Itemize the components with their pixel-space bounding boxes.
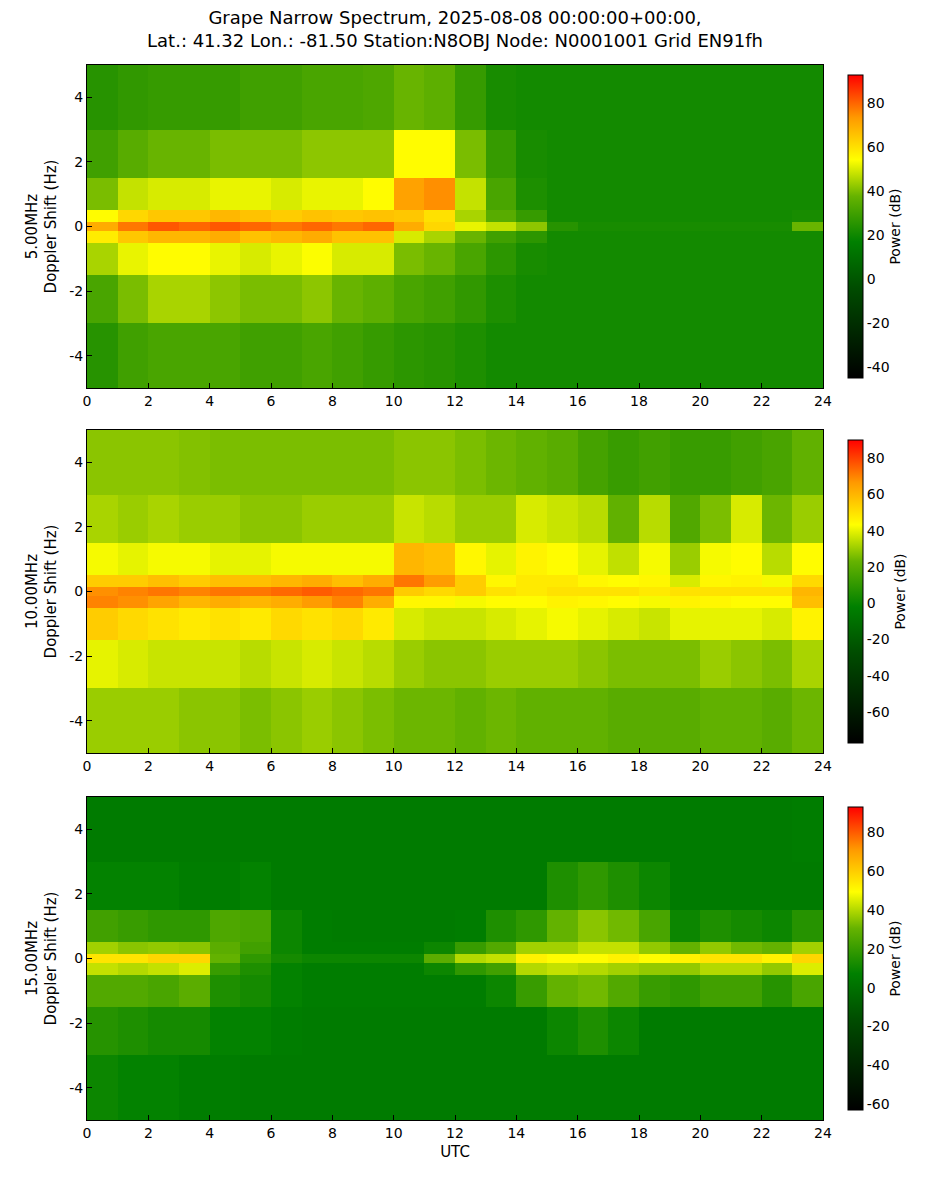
svg-text:-20: -20: [867, 1018, 890, 1034]
svg-text:22: 22: [753, 393, 771, 409]
svg-text:Grape Narrow Spectrum, 2025-08: Grape Narrow Spectrum, 2025-08-08 00:00:…: [147, 7, 763, 51]
svg-text:4: 4: [74, 454, 83, 470]
svg-text:40: 40: [867, 183, 885, 199]
svg-text:20: 20: [691, 393, 709, 409]
svg-text:-60: -60: [867, 704, 890, 720]
svg-text:22: 22: [753, 1125, 771, 1141]
svg-text:40: 40: [867, 902, 885, 918]
svg-text:-60: -60: [867, 1096, 890, 1112]
svg-text:10.00MHzDoppler Shift (Hz): 10.00MHzDoppler Shift (Hz): [23, 525, 61, 659]
svg-text:4: 4: [74, 821, 83, 837]
svg-text:0: 0: [83, 758, 92, 774]
svg-text:12: 12: [446, 758, 464, 774]
svg-text:-4: -4: [69, 1080, 83, 1096]
svg-text:20: 20: [691, 1125, 709, 1141]
svg-text:-20: -20: [867, 315, 890, 331]
svg-text:UTC: UTC: [440, 1143, 470, 1161]
svg-text:20: 20: [867, 559, 885, 575]
svg-text:10: 10: [385, 1125, 403, 1141]
svg-text:16: 16: [569, 1125, 587, 1141]
svg-text:6: 6: [267, 1125, 276, 1141]
svg-text:-40: -40: [867, 668, 890, 684]
svg-text:10: 10: [385, 758, 403, 774]
svg-text:20: 20: [691, 758, 709, 774]
svg-text:Power (dB): Power (dB): [887, 920, 903, 996]
svg-text:20: 20: [867, 941, 885, 957]
svg-text:12: 12: [446, 1125, 464, 1141]
svg-text:60: 60: [867, 863, 885, 879]
svg-text:22: 22: [753, 758, 771, 774]
svg-text:20: 20: [867, 227, 885, 243]
svg-text:0: 0: [867, 271, 876, 287]
svg-text:60: 60: [867, 486, 885, 502]
svg-text:-40: -40: [867, 1057, 890, 1073]
svg-text:4: 4: [74, 89, 83, 105]
svg-text:-2: -2: [69, 1015, 83, 1031]
svg-text:14: 14: [507, 393, 525, 409]
svg-text:Power (dB): Power (dB): [887, 188, 903, 264]
svg-text:0: 0: [74, 583, 83, 599]
svg-text:80: 80: [867, 824, 885, 840]
svg-text:18: 18: [630, 1125, 648, 1141]
svg-text:-4: -4: [69, 713, 83, 729]
svg-text:24: 24: [814, 758, 832, 774]
svg-text:5.00MHzDoppler Shift (Hz): 5.00MHzDoppler Shift (Hz): [23, 160, 61, 294]
svg-text:0: 0: [867, 595, 876, 611]
svg-text:6: 6: [267, 758, 276, 774]
svg-text:4: 4: [205, 758, 214, 774]
svg-text:4: 4: [205, 1125, 214, 1141]
svg-text:0: 0: [83, 1125, 92, 1141]
svg-text:6: 6: [267, 393, 276, 409]
svg-text:0: 0: [74, 950, 83, 966]
svg-text:-20: -20: [867, 631, 890, 647]
svg-text:8: 8: [328, 758, 337, 774]
svg-text:18: 18: [630, 393, 648, 409]
svg-text:2: 2: [74, 154, 83, 170]
svg-text:0: 0: [74, 218, 83, 234]
svg-text:0: 0: [867, 980, 876, 996]
svg-text:16: 16: [569, 393, 587, 409]
svg-text:-2: -2: [69, 283, 83, 299]
svg-text:-40: -40: [867, 359, 890, 375]
svg-text:2: 2: [74, 886, 83, 902]
svg-text:14: 14: [507, 758, 525, 774]
svg-text:2: 2: [144, 393, 153, 409]
svg-text:40: 40: [867, 523, 885, 539]
svg-text:80: 80: [867, 450, 885, 466]
svg-text:12: 12: [446, 393, 464, 409]
svg-text:24: 24: [814, 393, 832, 409]
svg-text:18: 18: [630, 758, 648, 774]
svg-text:15.00MHzDoppler Shift (Hz): 15.00MHzDoppler Shift (Hz): [23, 892, 61, 1026]
svg-text:2: 2: [144, 758, 153, 774]
svg-text:16: 16: [569, 758, 587, 774]
svg-text:4: 4: [205, 393, 214, 409]
svg-text:8: 8: [328, 1125, 337, 1141]
svg-text:0: 0: [83, 393, 92, 409]
svg-text:14: 14: [507, 1125, 525, 1141]
svg-text:2: 2: [74, 519, 83, 535]
svg-text:8: 8: [328, 393, 337, 409]
svg-text:24: 24: [814, 1125, 832, 1141]
svg-text:-2: -2: [69, 648, 83, 664]
svg-text:60: 60: [867, 139, 885, 155]
svg-text:-4: -4: [69, 348, 83, 364]
svg-text:80: 80: [867, 95, 885, 111]
svg-text:10: 10: [385, 393, 403, 409]
svg-text:2: 2: [144, 1125, 153, 1141]
svg-text:Power (dB): Power (dB): [892, 553, 908, 629]
